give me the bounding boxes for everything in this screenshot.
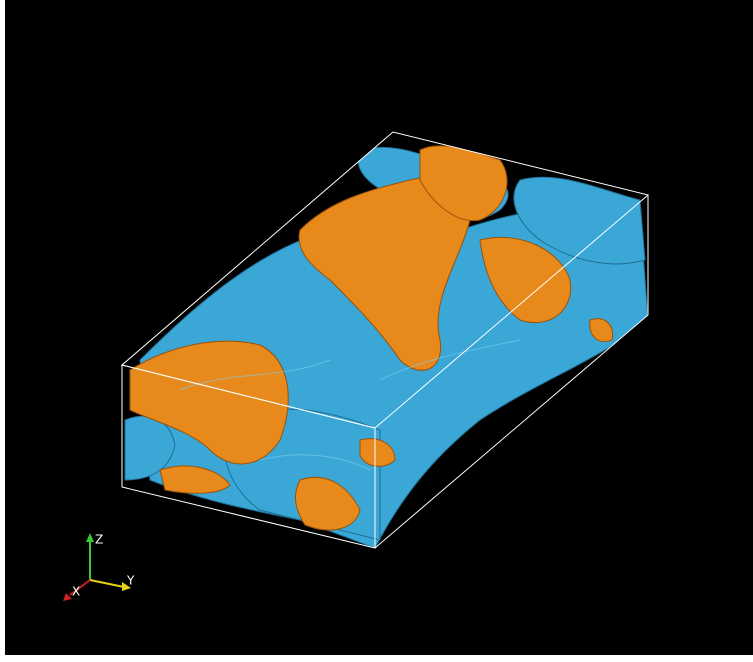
render-view: Z Y X xyxy=(0,0,753,662)
y-axis-label: Y xyxy=(126,574,135,588)
x-axis-label: X xyxy=(72,585,80,599)
page: Z Y X (() => { const data = JSON.parse(d… xyxy=(0,0,753,662)
z-axis-label: Z xyxy=(95,533,103,547)
